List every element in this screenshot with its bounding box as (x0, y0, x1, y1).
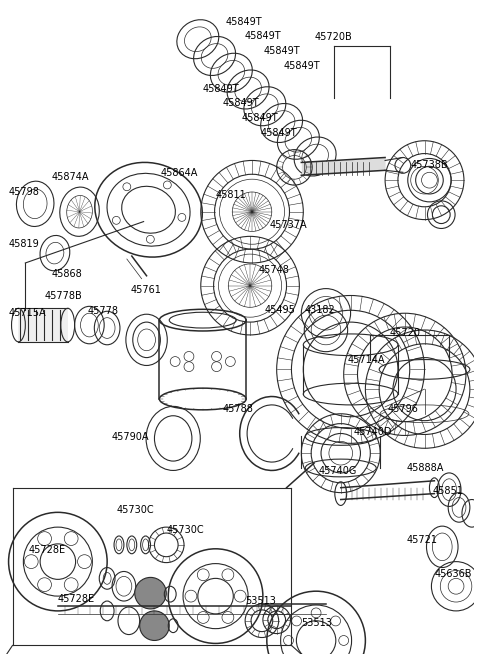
Text: 45728E: 45728E (58, 594, 95, 604)
Text: 45720B: 45720B (315, 32, 353, 42)
Text: 45851: 45851 (432, 486, 463, 496)
Text: 45714A: 45714A (348, 355, 385, 364)
Text: 45748: 45748 (259, 265, 290, 275)
Text: 45715A: 45715A (9, 308, 46, 318)
Text: 45849T: 45849T (241, 113, 278, 123)
Text: 45740G: 45740G (318, 466, 357, 476)
Text: 45790A: 45790A (111, 432, 149, 442)
Text: 53513: 53513 (245, 596, 276, 606)
Text: 45868: 45868 (52, 269, 83, 279)
Text: 45730C: 45730C (117, 505, 155, 515)
Text: 45721: 45721 (407, 535, 438, 545)
Text: 45740D: 45740D (354, 426, 392, 436)
Text: 45636B: 45636B (434, 569, 472, 579)
Text: 45495: 45495 (265, 305, 296, 316)
Text: 53513: 53513 (301, 617, 332, 628)
Text: 43182: 43182 (304, 305, 335, 316)
Text: 45738B: 45738B (411, 160, 448, 171)
Text: 45788: 45788 (222, 404, 253, 414)
Text: 45874A: 45874A (52, 172, 89, 183)
Text: 45849T: 45849T (284, 61, 320, 71)
Text: 45864A: 45864A (160, 168, 198, 179)
Text: 45849T: 45849T (264, 46, 300, 56)
Text: 45728E: 45728E (28, 545, 65, 555)
Text: 45730C: 45730C (166, 525, 204, 535)
Text: 45849T: 45849T (203, 84, 240, 94)
Text: 45778: 45778 (87, 306, 119, 316)
Text: 45796: 45796 (388, 404, 419, 414)
Text: 45778B: 45778B (45, 291, 83, 301)
Text: 45849T: 45849T (261, 128, 298, 138)
Circle shape (135, 577, 166, 609)
Text: 45888A: 45888A (407, 463, 444, 473)
Text: 45849T: 45849T (244, 32, 281, 42)
Text: 45819: 45819 (9, 239, 39, 249)
Circle shape (140, 611, 169, 641)
Text: 45849T: 45849T (222, 98, 259, 108)
Text: 45720: 45720 (390, 328, 421, 338)
Text: 45849T: 45849T (226, 16, 262, 26)
Text: 45737A: 45737A (270, 219, 307, 229)
Text: 45811: 45811 (216, 190, 246, 200)
Text: 45798: 45798 (9, 187, 39, 197)
Text: 45761: 45761 (131, 285, 162, 295)
